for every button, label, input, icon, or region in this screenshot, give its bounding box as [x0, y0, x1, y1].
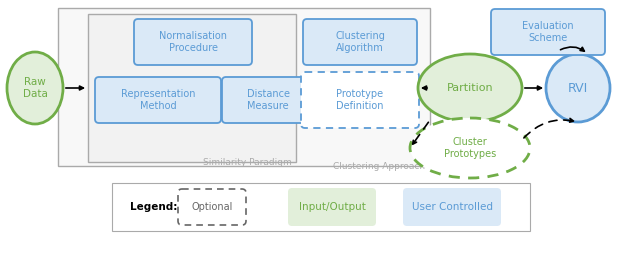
FancyBboxPatch shape	[303, 19, 417, 65]
FancyBboxPatch shape	[95, 77, 221, 123]
FancyArrowPatch shape	[525, 86, 541, 90]
Text: Representation
Method: Representation Method	[121, 89, 195, 111]
Text: Raw
Data: Raw Data	[22, 77, 47, 99]
Text: Optional: Optional	[191, 202, 233, 212]
Text: Legend:: Legend:	[130, 202, 177, 212]
Text: Clustering Approach: Clustering Approach	[333, 162, 425, 171]
Ellipse shape	[546, 54, 610, 122]
Text: Evaluation
Scheme: Evaluation Scheme	[522, 21, 574, 43]
Text: Distance
Measure: Distance Measure	[246, 89, 289, 111]
Text: Cluster
Prototypes: Cluster Prototypes	[444, 137, 496, 159]
FancyBboxPatch shape	[58, 8, 430, 166]
FancyBboxPatch shape	[301, 72, 419, 128]
FancyBboxPatch shape	[178, 189, 246, 225]
FancyBboxPatch shape	[403, 188, 501, 226]
Text: Prototype
Definition: Prototype Definition	[336, 89, 384, 111]
FancyBboxPatch shape	[134, 19, 252, 65]
Text: Clustering
Algorithm: Clustering Algorithm	[335, 31, 385, 53]
Text: User Controlled: User Controlled	[412, 202, 493, 212]
Ellipse shape	[7, 52, 63, 124]
FancyArrowPatch shape	[66, 86, 83, 90]
Text: Input/Output: Input/Output	[299, 202, 365, 212]
FancyBboxPatch shape	[491, 9, 605, 55]
FancyArrowPatch shape	[561, 47, 584, 51]
Text: Partition: Partition	[447, 83, 493, 93]
FancyArrowPatch shape	[524, 118, 573, 138]
Ellipse shape	[418, 54, 522, 122]
Text: Similarity Paradigm: Similarity Paradigm	[204, 158, 292, 167]
FancyBboxPatch shape	[112, 183, 530, 231]
Ellipse shape	[410, 118, 530, 178]
FancyBboxPatch shape	[288, 188, 376, 226]
Text: RVI: RVI	[568, 82, 588, 95]
Text: Normalisation
Procedure: Normalisation Procedure	[159, 31, 227, 53]
FancyArrowPatch shape	[413, 122, 428, 144]
FancyBboxPatch shape	[222, 77, 314, 123]
FancyArrowPatch shape	[422, 86, 428, 90]
FancyBboxPatch shape	[88, 14, 296, 162]
